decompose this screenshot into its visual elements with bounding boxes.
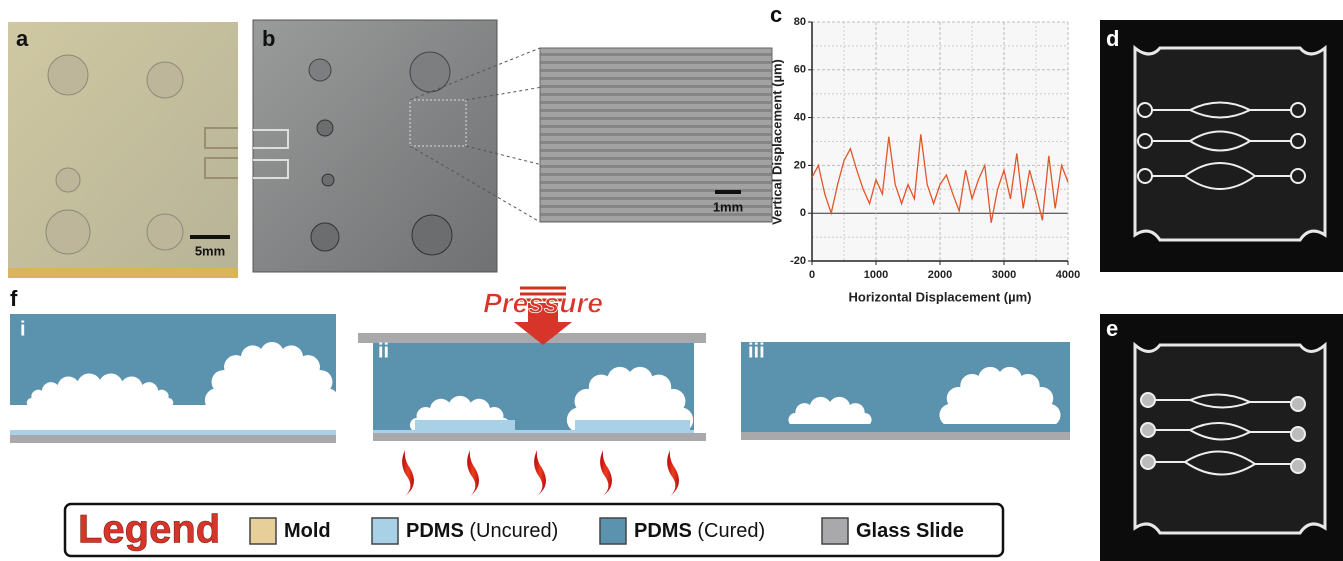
step-label: i <box>20 318 26 340</box>
pdms-photo <box>253 20 497 272</box>
panel-label: e <box>1106 316 1118 341</box>
legend-label: PDMS (Cured) <box>634 520 765 542</box>
chamber <box>322 174 334 186</box>
pdms-uncured <box>373 430 694 433</box>
x-tick-label: 4000 <box>1056 269 1080 281</box>
mold-photo <box>8 22 238 278</box>
legend-name: PDMS <box>634 520 692 542</box>
legend-label: PDMS (Uncured) <box>406 520 558 542</box>
step-label: iii <box>748 340 765 362</box>
chamber <box>147 62 183 98</box>
y-tick-label: 60 <box>794 64 806 76</box>
scale-bar <box>190 235 230 239</box>
photo-b: 1mm b <box>253 20 772 272</box>
x-tick-label: 2000 <box>928 269 952 281</box>
channel-floor <box>790 421 870 424</box>
legend-name: Glass Slide <box>856 520 964 542</box>
chamber <box>48 55 88 95</box>
figure: 5mm a 1mm b c Horizontal Displacement (µ… <box>0 0 1343 561</box>
scale-label: 5mm <box>195 243 225 258</box>
body: 5mm a 1mm b c Horizontal Displacement (µ… <box>0 0 1343 561</box>
panel-label: f <box>10 286 18 311</box>
panel-label: d <box>1106 26 1119 51</box>
y-tick-label: 0 <box>800 207 806 219</box>
scale-bar <box>715 190 741 194</box>
legend-swatch <box>822 518 848 544</box>
legend-swatch <box>372 518 398 544</box>
chamber <box>309 59 331 81</box>
schematic: f i ii Pressure <box>10 286 1070 496</box>
glass-slide <box>10 435 336 443</box>
heat <box>402 450 679 496</box>
legend-label: Glass Slide <box>856 520 964 542</box>
channel-floor <box>944 421 1056 424</box>
chamber <box>56 168 80 192</box>
x-tick-label: 1000 <box>864 269 888 281</box>
legend-name: Mold <box>284 520 331 542</box>
chamber <box>46 210 90 254</box>
legend-swatch <box>600 518 626 544</box>
chamber <box>311 223 339 251</box>
y-tick-label: 80 <box>794 16 806 28</box>
pdms-uncured <box>415 420 515 430</box>
glass-slide <box>373 433 706 441</box>
panel-label: c <box>770 2 782 27</box>
x-axis-label: Horizontal Displacement (µm) <box>848 289 1031 304</box>
page: PDMS fabrication figure {"panel_labels":… <box>0 0 1343 561</box>
legend-label: Mold <box>284 520 331 542</box>
chamber <box>317 120 333 136</box>
pdms-uncured <box>575 420 690 430</box>
panel-label: a <box>16 26 29 51</box>
glass-slide <box>741 432 1070 440</box>
x-tick-label: 3000 <box>992 269 1016 281</box>
chart: c Horizontal Displacement (µm) Vertical … <box>769 2 1080 305</box>
y-tick-label: -20 <box>790 255 806 267</box>
y-tick-label: 20 <box>794 159 806 171</box>
device-outline <box>1135 48 1325 240</box>
step-label: ii <box>378 340 389 362</box>
legend-name: PDMS <box>406 520 464 542</box>
scale-label: 1mm <box>713 199 743 214</box>
pressure-label: Pressure <box>483 287 603 318</box>
pdms-uncured <box>10 430 336 435</box>
y-tick-label: 40 <box>794 112 806 124</box>
pdms-cured <box>741 424 1070 432</box>
legend-qualifier: (Cured) <box>697 520 765 542</box>
photo-d: d <box>1100 20 1343 272</box>
x-tick-label: 0 <box>809 269 815 281</box>
legend-title: Legend <box>78 508 220 552</box>
chamber <box>412 215 452 255</box>
chamber <box>147 214 183 250</box>
legend-qualifier: (Uncured) <box>469 520 558 542</box>
photo-a: 5mm a <box>8 22 238 278</box>
mold-edge <box>8 268 238 278</box>
y-axis-label: Vertical Displacement (µm) <box>769 59 784 225</box>
panel-label: b <box>262 26 275 51</box>
zoom-inset <box>540 48 772 222</box>
legend-swatch <box>250 518 276 544</box>
photo-e: e <box>1100 314 1343 561</box>
